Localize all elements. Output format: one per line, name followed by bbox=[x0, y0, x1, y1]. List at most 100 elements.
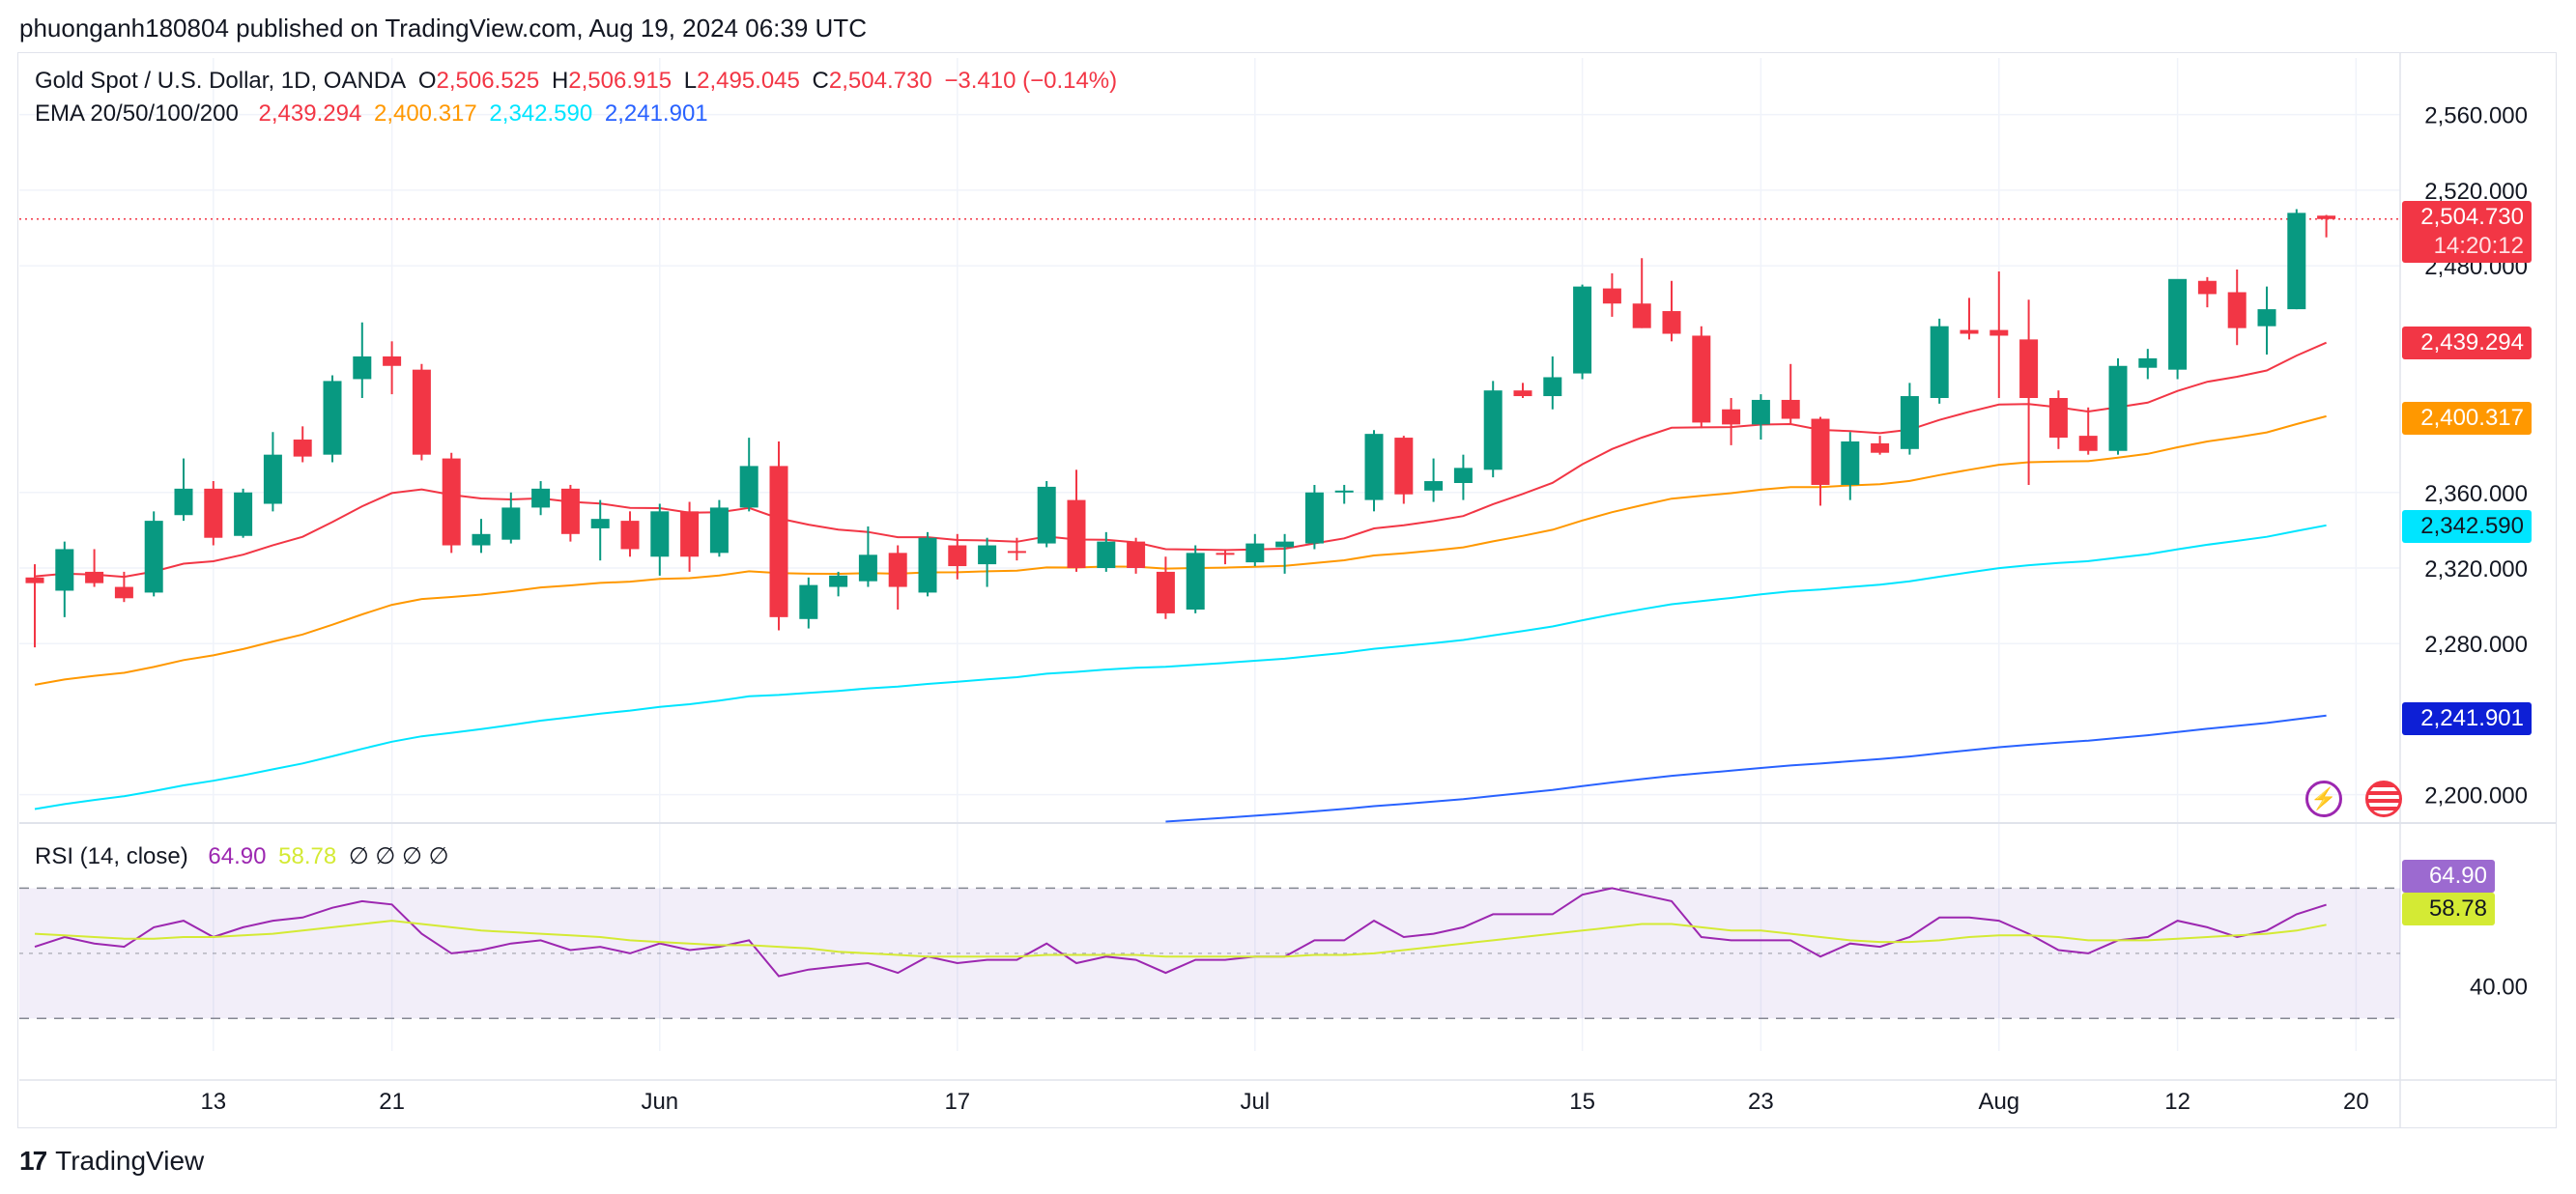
high-value: 2,506.915 bbox=[568, 68, 672, 94]
candle bbox=[324, 376, 342, 463]
candle bbox=[799, 578, 817, 629]
candle-body bbox=[2317, 215, 2335, 219]
ema-lines bbox=[19, 219, 2400, 822]
candle-body bbox=[1305, 493, 1324, 544]
candle bbox=[2258, 287, 2276, 355]
price-axis-label: 2,320.000 bbox=[2424, 556, 2528, 583]
candle bbox=[2109, 358, 2128, 455]
candle-body bbox=[1068, 500, 1086, 568]
candle bbox=[859, 526, 877, 587]
rsi-ma-tag: 58.78 bbox=[2402, 893, 2495, 925]
price-axis-label: 2,200.000 bbox=[2424, 783, 2528, 810]
price-axis-label: 2,360.000 bbox=[2424, 481, 2528, 507]
candle bbox=[770, 441, 788, 631]
candle bbox=[561, 485, 580, 542]
lightning-icon[interactable]: ⚡ bbox=[2305, 781, 2342, 817]
candle-body bbox=[1245, 544, 1264, 563]
candle bbox=[1068, 469, 1086, 572]
candle bbox=[2019, 299, 2038, 485]
ema-label[interactable]: EMA 20/50/100/200 bbox=[35, 100, 239, 127]
candle bbox=[1603, 273, 1621, 317]
candle-body bbox=[1722, 410, 1740, 425]
rsi-extra-values: ∅ ∅ ∅ ∅ bbox=[349, 843, 449, 869]
price-axis-label: 2,560.000 bbox=[2424, 103, 2528, 129]
candle-body bbox=[740, 466, 758, 507]
time-axis-label: Jun bbox=[641, 1089, 678, 1115]
time-axis-label: 17 bbox=[944, 1089, 970, 1115]
candle-body bbox=[1097, 542, 1115, 568]
candle-body bbox=[2168, 279, 2187, 370]
candle bbox=[413, 364, 431, 461]
candle bbox=[1692, 327, 1710, 429]
candle-body bbox=[1275, 542, 1294, 548]
candle-body bbox=[1157, 572, 1175, 613]
low-value: 2,495.045 bbox=[697, 68, 800, 94]
candle-body bbox=[472, 534, 491, 546]
time-axis-label: Aug bbox=[1978, 1089, 2019, 1115]
candle-body bbox=[1454, 468, 1473, 483]
close-label: C bbox=[813, 68, 829, 94]
candle-body bbox=[1752, 400, 1770, 424]
candle bbox=[919, 532, 937, 596]
candle bbox=[353, 323, 371, 398]
candle bbox=[294, 426, 312, 462]
ema50-tag: 2,400.317 bbox=[2402, 402, 2532, 435]
candle bbox=[1514, 383, 1532, 398]
candle bbox=[2049, 390, 2068, 449]
candles bbox=[26, 209, 2336, 647]
candle-body bbox=[1187, 553, 1205, 610]
candle bbox=[710, 500, 729, 557]
candle bbox=[264, 432, 282, 511]
ema20-tag: 2,439.294 bbox=[2402, 327, 2532, 359]
candle-body bbox=[2228, 292, 2247, 327]
candle-body bbox=[1812, 419, 1830, 485]
candle-body bbox=[2079, 436, 2098, 451]
time-axis-label: 13 bbox=[200, 1089, 226, 1115]
candle-body bbox=[1841, 441, 1859, 485]
candle bbox=[2138, 349, 2157, 379]
candle-body bbox=[204, 489, 222, 538]
candle-body bbox=[650, 511, 669, 556]
candle-body bbox=[889, 553, 907, 586]
candle-body bbox=[383, 356, 401, 366]
rsi-label[interactable]: RSI (14, close) bbox=[35, 843, 188, 869]
symbol-name[interactable]: Gold Spot / U.S. Dollar, 1D, OANDA bbox=[35, 68, 406, 94]
candle bbox=[1365, 430, 1384, 511]
candle-body bbox=[1543, 377, 1561, 396]
candle bbox=[1543, 356, 1561, 410]
candle bbox=[1841, 432, 1859, 499]
candle bbox=[978, 538, 996, 587]
candle-body bbox=[680, 511, 699, 556]
candle-body bbox=[1931, 327, 1949, 398]
time-axis-label: 23 bbox=[1748, 1089, 1774, 1115]
candle bbox=[55, 542, 73, 617]
candle-body bbox=[234, 493, 252, 536]
candle-body bbox=[1573, 287, 1591, 374]
ema-legend: EMA 20/50/100/200 2,439.294 2,400.317 2,… bbox=[35, 100, 714, 128]
change-value: −3.410 (−0.14%) bbox=[944, 68, 1117, 94]
candle bbox=[1216, 549, 1235, 564]
time-axis-label: 12 bbox=[2164, 1089, 2190, 1115]
candle bbox=[1752, 394, 1770, 440]
candle bbox=[204, 481, 222, 545]
candle bbox=[1782, 364, 1800, 425]
candle-body bbox=[1038, 487, 1056, 544]
rsi-pane bbox=[19, 888, 2400, 1018]
candle-body bbox=[2019, 339, 2038, 398]
us-flag-icon[interactable] bbox=[2365, 781, 2402, 817]
candle-body bbox=[1961, 330, 1979, 334]
candle-body bbox=[2138, 358, 2157, 368]
candle-body bbox=[948, 546, 966, 567]
time-axis-label: 21 bbox=[379, 1089, 405, 1115]
chart-canvas[interactable]: 2,560.0002,520.0002,480.0002,360.0002,32… bbox=[0, 0, 2576, 1194]
candle bbox=[591, 500, 610, 561]
candle-body bbox=[1871, 443, 1889, 453]
candle-body bbox=[1127, 542, 1145, 568]
footer-brand[interactable]: 17 TradingView bbox=[19, 1146, 204, 1177]
candle bbox=[2198, 277, 2217, 307]
candle-body bbox=[1663, 311, 1681, 333]
rsi-tag: 64.90 bbox=[2402, 860, 2495, 893]
ema50-line bbox=[35, 416, 2327, 685]
candle bbox=[1305, 485, 1324, 549]
ema200-tag: 2,241.901 bbox=[2402, 702, 2532, 735]
